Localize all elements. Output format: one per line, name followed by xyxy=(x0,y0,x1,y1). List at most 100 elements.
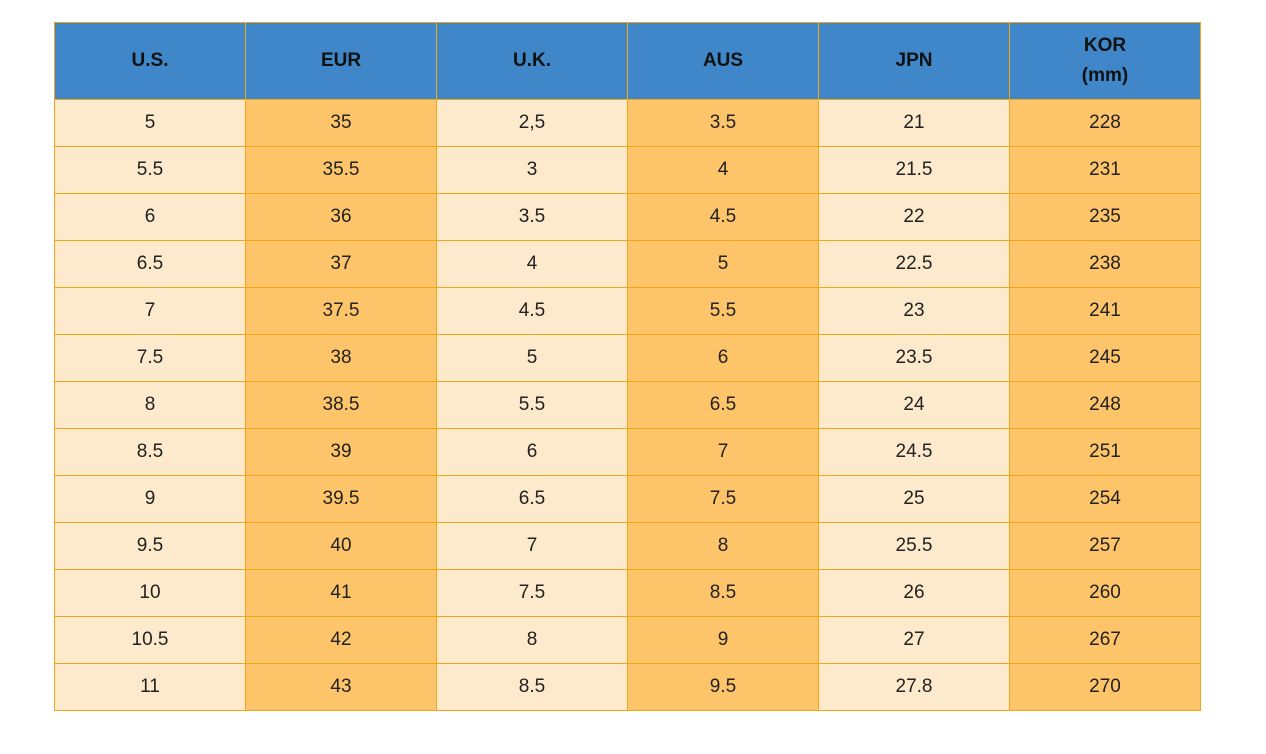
table-cell: 251 xyxy=(1009,428,1201,476)
table-cell: 25 xyxy=(818,475,1010,523)
table-cell: 6 xyxy=(54,193,246,241)
table-cell: 267 xyxy=(1009,616,1201,664)
table-cell: 9.5 xyxy=(627,663,819,711)
table-cell: 270 xyxy=(1009,663,1201,711)
header-cell: AUS xyxy=(627,22,819,100)
table-cell: 43 xyxy=(245,663,437,711)
table-cell: 25.5 xyxy=(818,522,1010,570)
table-cell: 8.5 xyxy=(627,569,819,617)
table-row: 10.5 42 8 9 27 267 xyxy=(54,616,1201,664)
table-cell: 37.5 xyxy=(245,287,437,335)
table-cell: 7.5 xyxy=(436,569,628,617)
table-cell: 3.5 xyxy=(627,99,819,147)
table-cell: 36 xyxy=(245,193,437,241)
table-cell: 41 xyxy=(245,569,437,617)
table-cell: 3 xyxy=(436,146,628,194)
table-body: 5 35 2,5 3.5 21 228 5.5 35.5 3 4 21.5 231 6 36 3.5 4.5 2… xyxy=(54,99,1201,711)
table-cell: 6.5 xyxy=(627,381,819,429)
table-cell: 21 xyxy=(818,99,1010,147)
table-row: 5 35 2,5 3.5 21 228 xyxy=(54,99,1201,147)
table-row: 8.5 39 6 7 24.5 251 xyxy=(54,428,1201,476)
table-cell: 231 xyxy=(1009,146,1201,194)
table-cell: 7 xyxy=(627,428,819,476)
table-cell: 6.5 xyxy=(436,475,628,523)
header-cell: U.K. xyxy=(436,22,628,100)
table-cell: 38 xyxy=(245,334,437,382)
table-cell: 35 xyxy=(245,99,437,147)
table-cell: 22 xyxy=(818,193,1010,241)
table-cell: 9 xyxy=(627,616,819,664)
header-cell: U.S. xyxy=(54,22,246,100)
table-cell: 7 xyxy=(54,287,246,335)
table-cell: 26 xyxy=(818,569,1010,617)
table-cell: 5 xyxy=(436,334,628,382)
table-row: 8 38.5 5.5 6.5 24 248 xyxy=(54,381,1201,429)
table-cell: 37 xyxy=(245,240,437,288)
table-cell: 4.5 xyxy=(627,193,819,241)
table-cell: 27.8 xyxy=(818,663,1010,711)
table-cell: 4 xyxy=(627,146,819,194)
table-cell: 2,5 xyxy=(436,99,628,147)
table-cell: 5 xyxy=(54,99,246,147)
table-cell: 5.5 xyxy=(436,381,628,429)
table-cell: 8 xyxy=(627,522,819,570)
table-cell: 39.5 xyxy=(245,475,437,523)
table-cell: 5.5 xyxy=(54,146,246,194)
size-table: U.S. EUR U.K. AUS JPN KOR (mm) 5 35 2,5 3.5 21 228… xyxy=(54,22,1201,711)
table-cell: 6 xyxy=(627,334,819,382)
table-cell: 5.5 xyxy=(627,287,819,335)
table-cell: 4 xyxy=(436,240,628,288)
table-cell: 6 xyxy=(436,428,628,476)
table-cell: 10.5 xyxy=(54,616,246,664)
table-cell: 7 xyxy=(436,522,628,570)
table-cell: 235 xyxy=(1009,193,1201,241)
table-cell: 24.5 xyxy=(818,428,1010,476)
table-row: 5.5 35.5 3 4 21.5 231 xyxy=(54,146,1201,194)
table-row: 10 41 7.5 8.5 26 260 xyxy=(54,569,1201,617)
table-cell: 241 xyxy=(1009,287,1201,335)
table-cell: 260 xyxy=(1009,569,1201,617)
table-row: 7.5 38 5 6 23.5 245 xyxy=(54,334,1201,382)
table-cell: 22.5 xyxy=(818,240,1010,288)
table-cell: 39 xyxy=(245,428,437,476)
table-cell: 228 xyxy=(1009,99,1201,147)
table-cell: 38.5 xyxy=(245,381,437,429)
table-cell: 245 xyxy=(1009,334,1201,382)
table-cell: 27 xyxy=(818,616,1010,664)
table-cell: 35.5 xyxy=(245,146,437,194)
table-row: 9 39.5 6.5 7.5 25 254 xyxy=(54,475,1201,523)
table-cell: 4.5 xyxy=(436,287,628,335)
header-cell: EUR xyxy=(245,22,437,100)
table-row: 6.5 37 4 5 22.5 238 xyxy=(54,240,1201,288)
table-cell: 254 xyxy=(1009,475,1201,523)
table-row: 11 43 8.5 9.5 27.8 270 xyxy=(54,663,1201,711)
table-cell: 9.5 xyxy=(54,522,246,570)
table-cell: 248 xyxy=(1009,381,1201,429)
table-cell: 5 xyxy=(627,240,819,288)
table-cell: 7.5 xyxy=(54,334,246,382)
table-row: 6 36 3.5 4.5 22 235 xyxy=(54,193,1201,241)
table-cell: 10 xyxy=(54,569,246,617)
header-cell: JPN xyxy=(818,22,1010,100)
table-row: 7 37.5 4.5 5.5 23 241 xyxy=(54,287,1201,335)
header-cell: KOR (mm) xyxy=(1009,22,1201,100)
table-cell: 7.5 xyxy=(627,475,819,523)
table-cell: 8 xyxy=(436,616,628,664)
table-cell: 8 xyxy=(54,381,246,429)
header-row: U.S. EUR U.K. AUS JPN KOR (mm) xyxy=(54,22,1201,100)
table-cell: 21.5 xyxy=(818,146,1010,194)
table-cell: 8.5 xyxy=(54,428,246,476)
table-cell: 40 xyxy=(245,522,437,570)
table-cell: 3.5 xyxy=(436,193,628,241)
table-row: 9.5 40 7 8 25.5 257 xyxy=(54,522,1201,570)
table-cell: 238 xyxy=(1009,240,1201,288)
table-cell: 6.5 xyxy=(54,240,246,288)
table-cell: 23.5 xyxy=(818,334,1010,382)
table-cell: 257 xyxy=(1009,522,1201,570)
table-cell: 42 xyxy=(245,616,437,664)
table-header: U.S. EUR U.K. AUS JPN KOR (mm) xyxy=(54,22,1201,100)
table-cell: 24 xyxy=(818,381,1010,429)
table-cell: 11 xyxy=(54,663,246,711)
table-cell: 8.5 xyxy=(436,663,628,711)
table-cell: 23 xyxy=(818,287,1010,335)
